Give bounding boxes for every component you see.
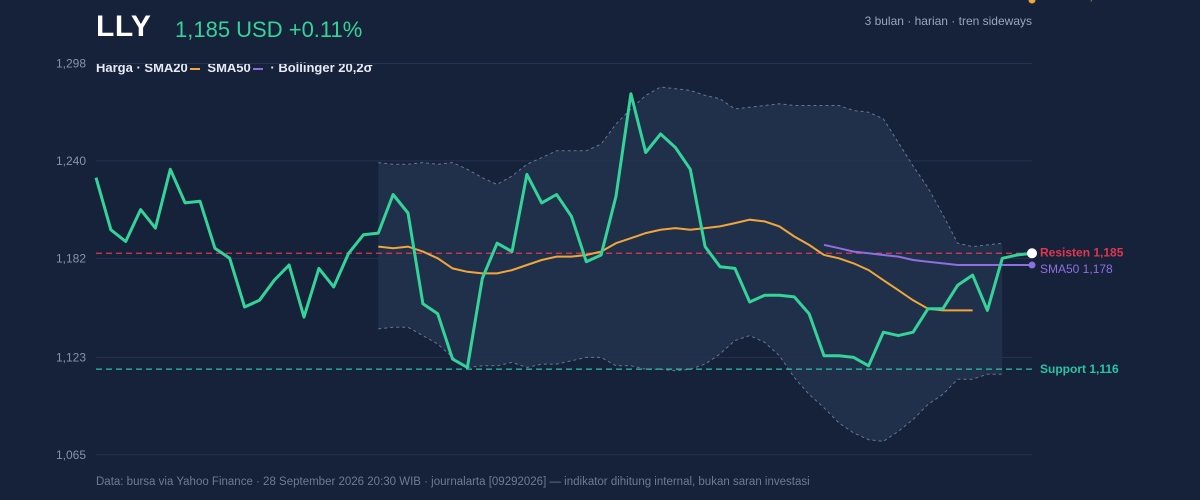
- ticker-symbol: LLY: [96, 10, 152, 43]
- price-change: 1,185 USD +0.11%: [175, 17, 363, 42]
- sma20-end-dot: [1028, 0, 1036, 4]
- y-tick-label: 1,298: [56, 57, 86, 71]
- sma20-line: [378, 218, 973, 312]
- sma50-line: [823, 243, 1032, 266]
- y-tick-label: 1,123: [56, 350, 86, 364]
- bollinger-band-fill: [378, 87, 1003, 442]
- price-end-dot: [1027, 248, 1037, 259]
- bollinger-lower-line: [378, 326, 1003, 442]
- price-line: [94, 92, 1033, 369]
- support-label: Support 1,116: [1040, 362, 1119, 376]
- sma20-label: SMA20 1,151: [1040, 0, 1113, 3]
- legend-sma50-swatch: [252, 67, 263, 70]
- legend-sma20-swatch: [189, 67, 200, 70]
- sma50-label: SMA50 1,178: [1040, 262, 1113, 276]
- resistance-label: Resisten 1,185: [1040, 245, 1124, 259]
- chart-meta: 3 bulan · harian · tren sideways: [864, 14, 1032, 28]
- bollinger-upper-line: [378, 86, 1003, 248]
- y-tick-label: 1,065: [56, 448, 86, 462]
- y-tick-label: 1,240: [56, 154, 86, 168]
- y-tick-label: 1,182: [56, 251, 86, 265]
- sma50-end-dot: [1028, 261, 1036, 269]
- footer-source: Data: bursa via Yahoo Finance · 28 Septe…: [96, 476, 810, 488]
